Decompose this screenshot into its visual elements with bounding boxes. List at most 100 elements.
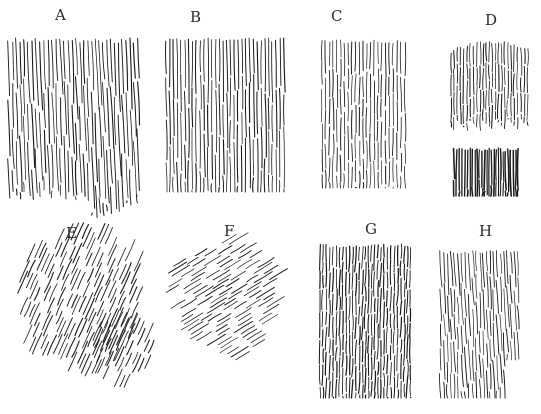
panel-a-stroke [82,40,86,85]
panel-h-stroke [467,294,472,337]
panel-e-stroke [99,329,111,352]
panel-g-stroke [335,311,338,327]
panel-g-stroke [393,376,396,399]
panel-a-stroke [106,39,110,87]
panel-g-stroke [318,339,321,365]
panel-h-stroke [446,333,449,362]
panel-d-stroke [510,45,513,71]
panel-b-stroke [172,38,175,100]
panel-a-stroke [121,153,124,208]
panel-b-stroke [218,83,221,136]
panel-c-stroke [351,143,354,162]
panel-e-stroke [38,242,47,259]
panel-h-stroke [453,289,456,313]
panel-g-stroke [407,359,409,375]
panel-g-stroke [367,314,370,334]
panel-h-stroke [453,373,456,399]
panel-f-stroke [217,336,232,346]
panel-g-stroke [341,367,344,395]
panel-d-stroke [497,93,500,119]
panel-f-stroke [180,318,200,331]
panel-c-stroke [328,157,331,182]
panel-e-stroke [95,286,103,303]
panel-c-stroke [339,182,342,189]
panel-f-stroke [264,264,279,274]
panel-d-stroke [520,47,523,76]
panel-h-stroke [453,341,457,373]
panel-d-stroke [472,116,475,124]
panel-d-stroke [509,149,512,197]
panel-g-stroke [331,293,334,316]
panel-h-stroke [489,363,492,390]
panel-h-stroke [509,303,513,340]
panel-e-stroke [56,317,64,333]
panel-g-stroke [324,351,327,376]
panel-h-stroke [456,296,460,324]
panel-e-stroke [31,332,43,355]
panel-e-stroke [114,346,125,367]
panel-h-stroke [482,289,486,330]
panel-g-stroke [341,246,344,261]
panel-e-stroke [102,365,110,380]
panel-a-stroke [67,150,70,193]
panel-e-stroke [109,296,117,312]
panel-e-stroke [46,334,57,356]
panel-c-stroke [384,140,387,164]
panel-g-stroke [403,245,406,264]
panel-a-stroke [55,38,59,81]
panel-f-stroke [183,278,202,290]
panel-e-stroke [119,271,131,294]
panel-a-stroke [90,91,94,145]
panel-f-label: F [224,222,235,240]
panel-e-stroke [119,296,127,311]
panel-g-stroke [396,346,398,372]
panel-f-stroke [219,345,233,354]
panel-e-stroke [23,324,33,344]
panel-f-stroke [227,346,240,355]
panel-c-stroke [340,58,342,88]
panel-f-stroke [186,256,199,265]
panel-h-stroke [481,252,486,288]
panel-f-stroke [192,258,206,267]
panel-h-stroke [492,359,496,399]
panel-f-stroke [180,313,194,322]
panel-f-stroke [221,234,237,244]
panel-a-label: A [55,6,66,24]
panel-a-stroke [11,129,15,170]
panel-h-stroke [495,279,499,314]
panel-g-stroke [406,333,409,359]
panel-d-stroke [490,149,493,186]
panel-g-stroke [409,270,411,288]
panel-e-stroke [93,340,103,358]
panel-h-stroke [464,289,467,317]
panel-c-stroke [365,170,368,189]
panel-e-stroke [67,322,76,340]
panel-e-stroke [60,236,71,258]
panel-e-stroke [137,327,146,346]
panel-h-stroke [453,313,457,340]
panel-g-stroke [406,246,409,268]
panel-e-stroke [71,295,81,315]
panel-d-stroke [476,85,478,113]
panel-f-stroke [203,255,222,267]
panel-g-stroke [318,364,321,385]
panel-c-stroke [369,42,372,70]
panel-c-stroke [380,121,383,158]
panel-g-stroke [399,260,402,276]
panel-e-stroke [104,338,112,352]
panel-e-stroke [108,334,119,355]
panel-b-stroke [260,87,263,127]
panel-f-stroke [230,270,247,281]
panel-a-stroke [19,84,23,132]
panel-e-stroke [115,329,126,351]
panel-h-stroke [443,381,445,399]
panel-b-stroke [215,89,218,153]
panel-f-stroke [218,245,233,255]
panel-g-stroke [379,262,383,288]
panel-e-stroke [67,351,78,372]
panel-g-stroke [379,312,382,339]
panel-h-stroke [510,252,513,274]
panel-c-stroke [399,41,402,74]
panel-f-stroke [168,261,188,274]
